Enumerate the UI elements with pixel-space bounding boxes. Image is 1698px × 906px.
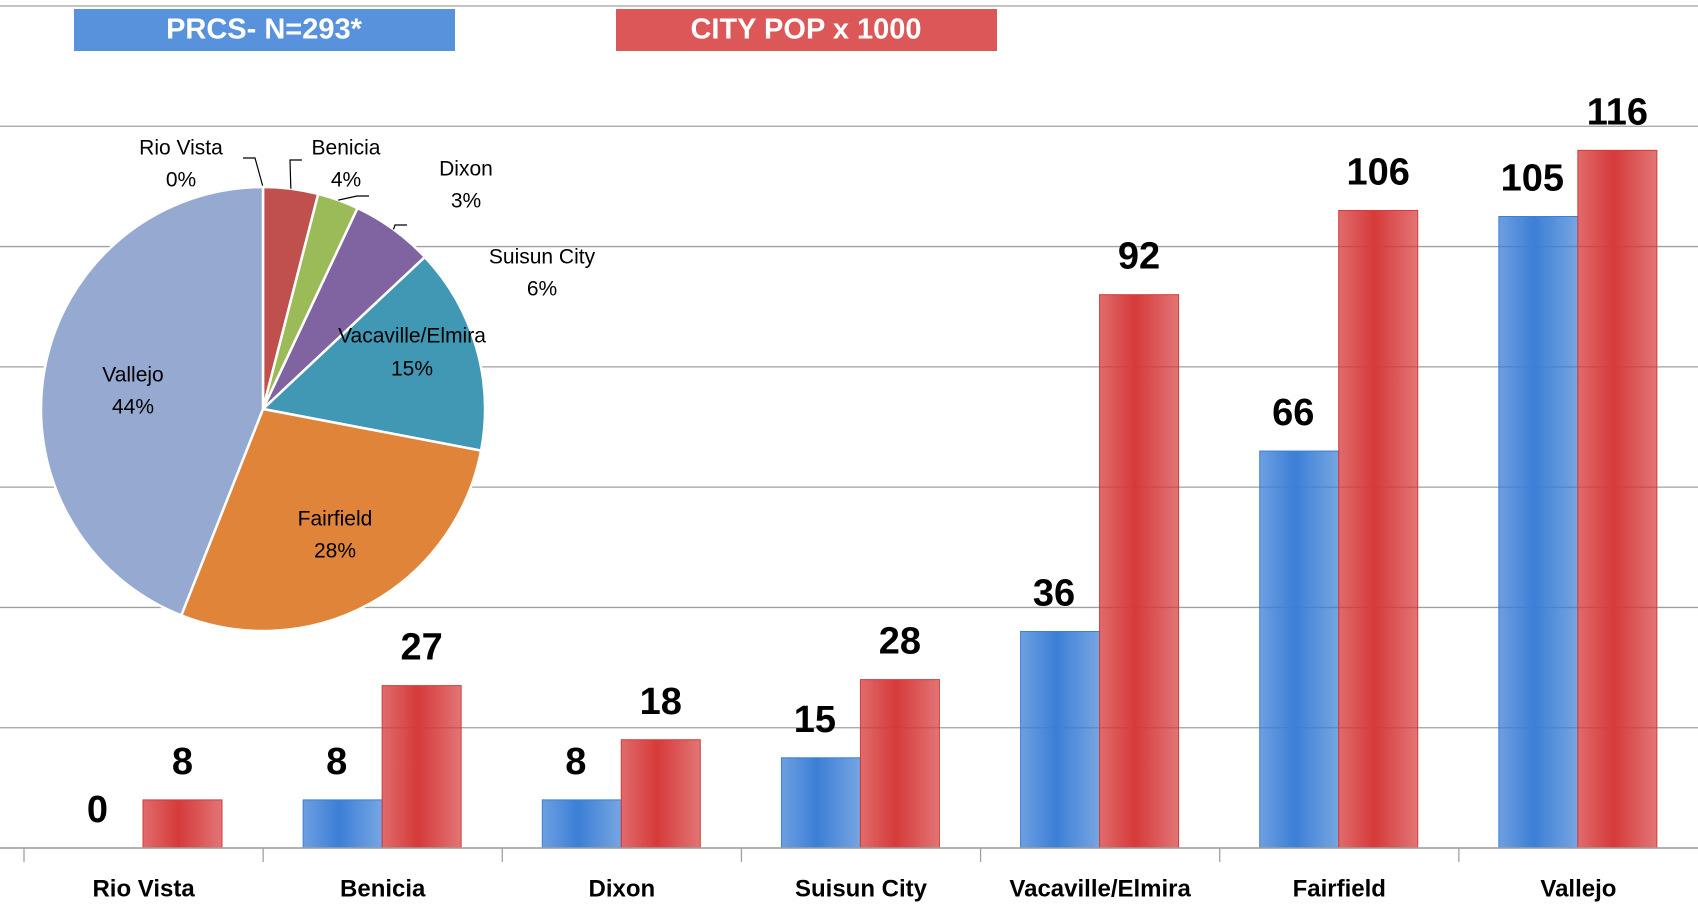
value-label: 106 [1347,152,1410,194]
bar [1259,450,1340,849]
legend-label: PRCS- N=293* [166,14,363,46]
value-label: 105 [1501,158,1564,200]
leader-line [392,224,407,230]
pie-value-label: 15% [391,358,433,381]
pie-label: Vallejo [102,364,163,387]
bar [859,679,940,849]
value-label: 92 [1118,236,1160,278]
pie-label: Rio Vista [139,137,223,160]
pie-value-label: 3% [451,190,481,213]
x-tick-label: Vallejo [1540,875,1616,902]
pie-label: Dixon [439,158,493,181]
bar [1498,216,1579,849]
x-tick-label: Benicia [340,875,426,902]
pie-value-label: 44% [112,396,154,419]
leader-line [289,159,302,189]
legend-swatch [74,9,455,51]
leader-line [338,195,369,201]
bar [1338,209,1419,849]
value-label: 28 [879,621,921,663]
pie-label: Fairfield [298,508,373,531]
x-tick-label: Rio Vista [92,875,195,902]
pie-value-label: 4% [331,169,361,192]
bar [780,757,861,849]
pie-value-label: 0% [166,169,196,192]
leader-line [243,157,264,188]
x-tick-label: Dixon [589,875,656,902]
value-label: 8 [565,741,586,783]
pie-slice [39,185,265,618]
bar [302,799,383,849]
value-label: 66 [1272,392,1314,434]
pie-label: Benicia [312,137,381,160]
bar [541,799,622,849]
value-label: 116 [1587,91,1648,133]
pie-value-label: 28% [314,540,356,563]
legend-swatch [616,9,997,51]
value-label: 27 [401,627,443,669]
pie-label: Vacaville/Elmira [338,325,486,348]
x-tick-label: Vacaville/Elmira [1009,875,1191,902]
legend-label: CITY POP x 1000 [690,14,921,46]
bar [381,685,462,849]
x-tick-label: Fairfield [1293,875,1386,902]
bar [1577,149,1658,849]
value-label: 8 [172,741,193,783]
value-label: 18 [640,681,682,723]
bar [142,799,223,849]
x-tick-label: Suisun City [795,875,928,902]
pie-value-label: 6% [527,278,557,301]
bar [1020,630,1101,849]
pie-slice [260,255,487,453]
bar [1099,294,1180,849]
value-label: 15 [794,699,836,741]
bar [620,739,701,849]
pie-label: Suisun City [489,246,596,269]
value-label: 8 [326,741,347,783]
pie-slice [179,407,483,633]
value-label: 36 [1033,573,1075,615]
value-label: 0 [87,789,108,831]
